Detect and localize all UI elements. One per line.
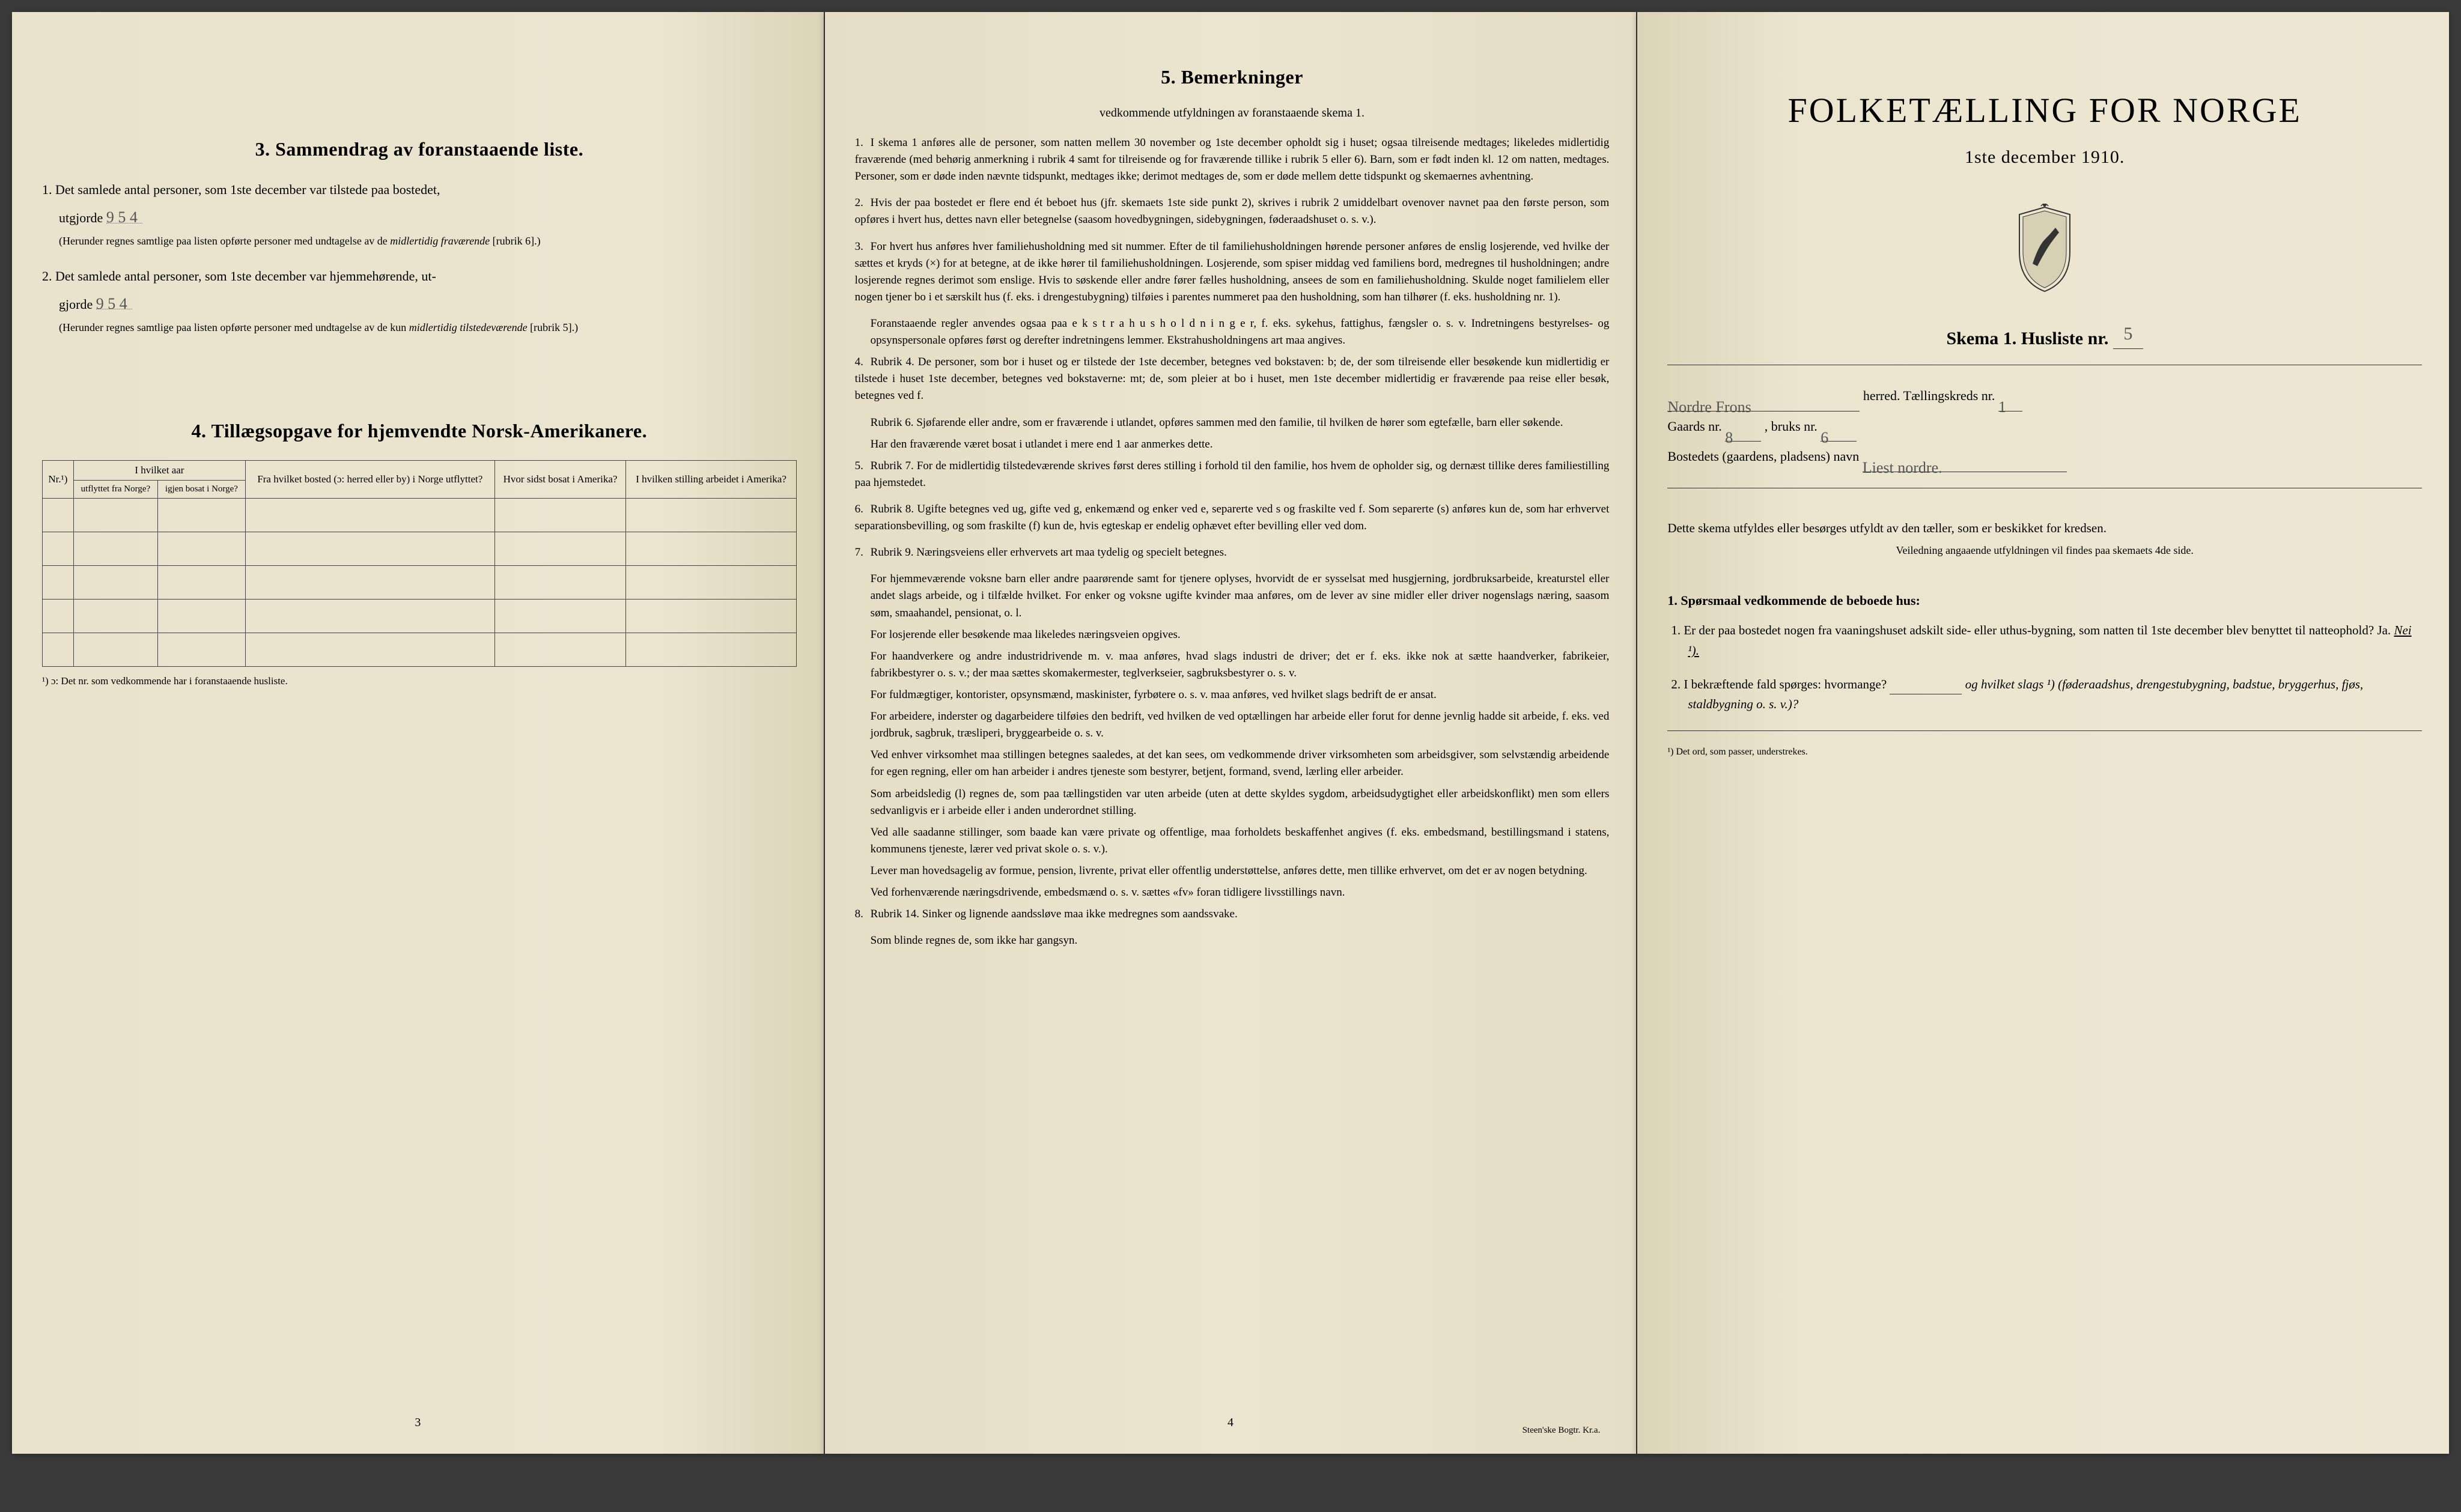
footnote-3: ¹) Det ord, som passer, understrekes. [1667,747,2422,758]
bruk-hand: 6 [1821,420,1857,442]
shield-icon [2009,204,2081,294]
herred-suffix: herred. Tællingskreds nr. [1863,388,1995,403]
instruction-text: Dette skema utfyldes eller besørges utfy… [1667,518,2422,539]
page-title: FOLKETÆLLING FOR NORGE 1ste december 191… [1637,12,2449,1454]
q1-text: 1. Er der paa bostedet nogen fra vaaning… [1671,623,2391,637]
p1-line1b-label: utgjorde [59,210,103,225]
rule-paragraph: Ved enhver virksomhet maa stillingen bet… [871,747,1610,780]
p1-line2b: gjorde 9 5 4 [59,291,797,315]
rule-paragraph: Lever man hovedsagelig av formue, pensio… [871,863,1610,879]
table-body [43,498,797,666]
gaard-label: Gaards nr. [1667,419,1721,434]
question-2: 2. I bekræftende fald spørges: hvormange… [1688,675,2422,715]
herred-line: Nordre Frons herred. Tællingskreds nr. 1 [1667,381,2422,411]
p1-note2a: (Herunder regnes samtlige paa listen opf… [59,321,406,333]
th-aar: I hvilket aar [73,460,245,480]
p1-note1c: [rubrik 6].) [493,235,541,247]
skema-line: Skema 1. Husliste nr. 5 [1667,324,2422,349]
rule-item: 4.Rubrik 4. De personer, som bor i huset… [855,354,1610,404]
document-spread: 3. Sammendrag av foranstaaende liste. 1.… [12,12,2449,1454]
q2-text: 2. I bekræftende fald spørges: hvormange… [1671,677,1887,691]
rule-paragraph: For hjemmeværende voksne barn eller andr… [871,571,1610,621]
p1-note2b: midlertidig tilstedeværende [409,321,528,333]
skema-label: Skema 1. Husliste nr. [1947,329,2109,348]
gaard-line: Gaards nr. 8 , bruks nr. 6 [1667,411,2422,442]
footnote-1: ¹) ɔ: Det nr. som vedkommende har i fora… [42,675,797,687]
th-aar1: utflyttet fra Norge? [73,480,157,498]
table-row [43,633,797,666]
page-3: 3. Sammendrag av foranstaaende liste. 1.… [12,12,824,1454]
census-title: FOLKETÆLLING FOR NORGE [1667,90,2422,130]
gaard-hand: 8 [1725,420,1761,442]
amerikanere-table: Nr.¹) I hvilket aar Fra hvilket bosted (… [42,460,797,667]
page-4: 5. Bemerkninger vedkommende utfyldningen… [825,12,1637,1454]
th-nr: Nr.¹) [43,460,74,498]
question-1: 1. Er der paa bostedet nogen fra vaaning… [1688,621,2422,661]
table-row [43,532,797,565]
th-stilling: I hvilken stilling arbeidet i Amerika? [626,460,796,498]
title-block: FOLKETÆLLING FOR NORGE 1ste december 191… [1667,90,2422,168]
rule-item: 5.Rubrik 7. For de midlertidig tilstedev… [855,458,1610,491]
rule-paragraph: For fuldmægtiger, kontorister, opsynsmæn… [871,687,1610,703]
page-number-3: 3 [415,1416,421,1430]
table-row [43,599,797,633]
th-sidst: Hvor sidst bosat i Amerika? [494,460,626,498]
p1-line2b-label: gjorde [59,297,93,312]
page-number-4: 4 [1227,1416,1234,1430]
p1-line1b: utgjorde 9 5 4 [59,204,797,229]
divider-3 [1667,730,2422,731]
bosted-hand: Liest nordre. [1863,450,2067,472]
rule-item: 2.Hvis der paa bostedet er flere end ét … [855,195,1610,228]
rule-paragraph: For haandverkere og andre industridriven… [871,648,1610,682]
bosted-line: Bostedets (gaardens, pladsens) navn Lies… [1667,442,2422,472]
th-hosted: Fra hvilket bosted (ɔ: herred eller by) … [245,460,494,498]
p1-hand2: 9 5 4 [96,291,132,309]
table-row [43,565,797,599]
rule-paragraph: Som arbeidsledig (l) regnes de, som paa … [871,786,1610,819]
rule-item: 3.For hvert hus anføres hver familiehush… [855,238,1610,306]
rule-paragraph: For losjerende eller besøkende maa likel… [871,627,1610,643]
husliste-nr: 5 [2113,324,2143,349]
table-row [43,498,797,532]
p1-note1: (Herunder regnes samtlige paa listen opf… [59,233,797,249]
p1-note2: (Herunder regnes samtlige paa listen opf… [59,320,797,336]
q2-blank [1890,677,1962,694]
bosted-label: Bostedets (gaardens, pladsens) navn [1667,449,1859,464]
census-date: 1ste december 1910. [1667,147,2422,168]
section-5-heading: 5. Bemerkninger [855,66,1610,88]
rule-item: 7.Rubrik 9. Næringsveiens eller erhverve… [855,544,1610,561]
p1-line1a: 1. Det samlede antal personer, som 1ste … [42,178,797,201]
rule-paragraph: Rubrik 6. Sjøfarende eller andre, som er… [871,414,1610,431]
rule-paragraph: Har den fraværende været bosat i utlande… [871,436,1610,453]
instruction-sub: Veiledning angaaende utfyldningen vil fi… [1667,544,2422,557]
section-3-heading: 3. Sammendrag av foranstaaende liste. [42,138,797,160]
rule-paragraph: For arbeidere, inderster og dagarbeidere… [871,708,1610,742]
tkreds-hand: 1 [1998,389,2022,411]
section-4-heading: 4. Tillægsopgave for hjemvendte Norsk-Am… [42,420,797,442]
bruk-label: , bruks nr. [1765,419,1818,434]
rule-item: 6.Rubrik 8. Ugifte betegnes ved ug, gift… [855,501,1610,535]
rule-paragraph: Foranstaaende regler anvendes ogsaa paa … [871,315,1610,349]
question-heading: 1. Spørsmaal vedkommende de beboede hus: [1667,593,2422,609]
rule-paragraph: Ved alle saadanne stillinger, som baade … [871,824,1610,858]
rule-item: 1.I skema 1 anføres alle de personer, so… [855,135,1610,185]
p1-note2c: [rubrik 5].) [530,321,578,333]
p1-line2a: 2. Det samlede antal personer, som 1ste … [42,265,797,287]
rules-list: 1.I skema 1 anføres alle de personer, so… [855,135,1610,949]
rule-item: 8.Rubrik 14. Sinker og lignende aandsslø… [855,906,1610,923]
p1-hand1: 9 5 4 [106,204,142,223]
herred-hand: Nordre Frons [1667,389,1860,411]
p1-note1a: (Herunder regnes samtlige paa listen opf… [59,235,388,247]
rule-paragraph: Ved forhenværende næringsdrivende, embed… [871,884,1610,901]
p1-note1b: midlertidig fraværende [390,235,490,247]
rule-paragraph: Som blinde regnes de, som ikke har gangs… [871,932,1610,949]
printer-line: Steen'ske Bogtr. Kr.a. [1523,1425,1601,1436]
section-5-sub: vedkommende utfyldningen av foranstaaend… [855,106,1610,120]
th-aar2: igjen bosat i Norge? [158,480,246,498]
coat-of-arms-icon [2009,204,2081,294]
